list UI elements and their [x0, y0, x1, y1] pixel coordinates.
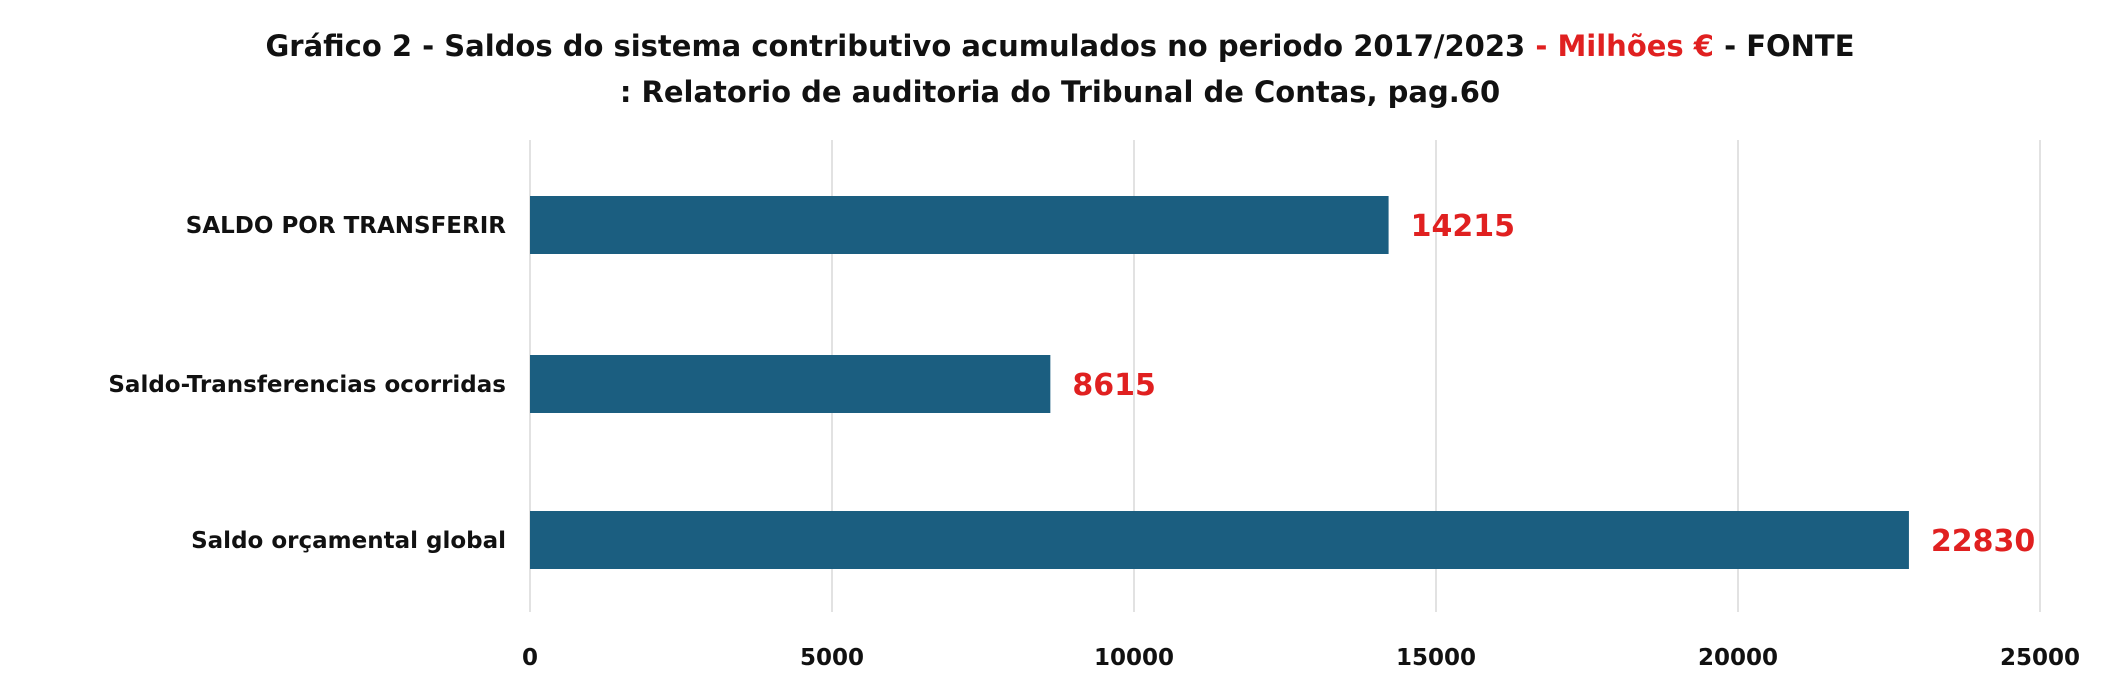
bar [530, 511, 1909, 569]
x-tick-label: 25000 [2000, 645, 2080, 671]
data-label: 8615 [1072, 368, 1156, 403]
category-label: Saldo orçamental global [191, 528, 506, 554]
chart-title-unit: - Milhões € [1535, 29, 1714, 63]
bar [530, 196, 1389, 254]
x-tick-label: 0 [522, 645, 538, 671]
category-label: Saldo-Transferencias ocorridas [108, 372, 506, 398]
chart-title-main: Gráfico 2 - Saldos do sistema contributi… [265, 29, 1535, 63]
bars [530, 196, 1909, 569]
data-label: 14215 [1411, 209, 1515, 244]
category-label: SALDO POR TRANSFERIR [186, 213, 507, 239]
chart-title-line-2: : Relatorio de auditoria do Tribunal de … [620, 75, 1500, 109]
x-tick-label: 5000 [800, 645, 864, 671]
category-labels: SALDO POR TRANSFERIR Saldo-Transferencias… [108, 213, 506, 554]
data-label: 22830 [1931, 524, 2035, 559]
x-tick-label: 10000 [1094, 645, 1174, 671]
x-tick-label: 20000 [1698, 645, 1778, 671]
chart-title-line-1: Gráfico 2 - Saldos do sistema contributi… [265, 29, 1854, 63]
data-labels: 14215 8615 22830 [1072, 209, 2035, 559]
x-tick-label: 15000 [1396, 645, 1476, 671]
chart-title-source-label: - FONTE [1714, 29, 1855, 63]
bar [530, 355, 1051, 413]
x-axis-tick-labels: 0 5000 10000 15000 20000 25000 [522, 645, 2080, 671]
